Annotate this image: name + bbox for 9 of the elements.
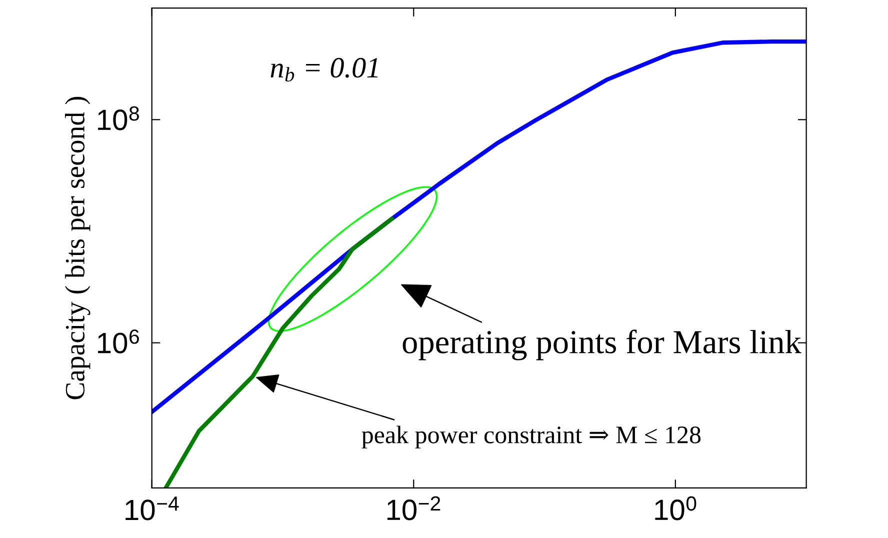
x-tick-label: 10$^{−2}$	[387, 496, 440, 520]
y-tick-label: 10$^{6}$	[98, 329, 139, 354]
x-tick-label: 10$^{0}$	[655, 496, 696, 520]
annotation: operating points for Mars link	[402, 330, 802, 360]
annotation: peak power constraint ⇒ M ≤ 128	[362, 426, 701, 448]
x-tick-label: 10$^{−4}$	[126, 496, 179, 520]
annotation: n$_{b}$ = 0.01	[270, 58, 378, 82]
y-axis-title: Capacity ( bits per second )	[64, 96, 90, 400]
y-tick-label: 10$^{8}$	[98, 106, 139, 130]
